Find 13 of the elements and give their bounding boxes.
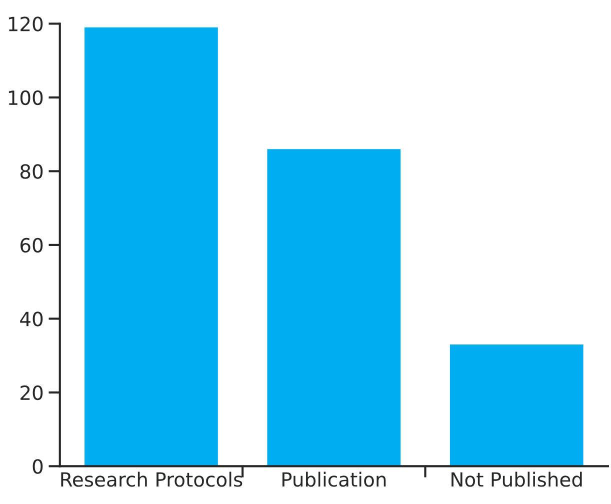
y-tick-label: 120 [8, 16, 43, 32]
y-tick-label: 0 [32, 459, 43, 474]
bar [450, 344, 584, 466]
y-tick-label: 100 [8, 90, 43, 106]
bar [84, 27, 218, 466]
y-tick-label: 80 [20, 164, 43, 179]
y-tick-label: 20 [20, 385, 43, 400]
y-tick-label: 40 [20, 312, 43, 326]
x-tick-label: Research Protocols [61, 472, 242, 487]
bar [267, 149, 401, 466]
x-tick-label: Not Published [452, 472, 582, 487]
y-tick-label: 60 [20, 238, 43, 253]
x-tick-label: Publication [282, 472, 386, 487]
